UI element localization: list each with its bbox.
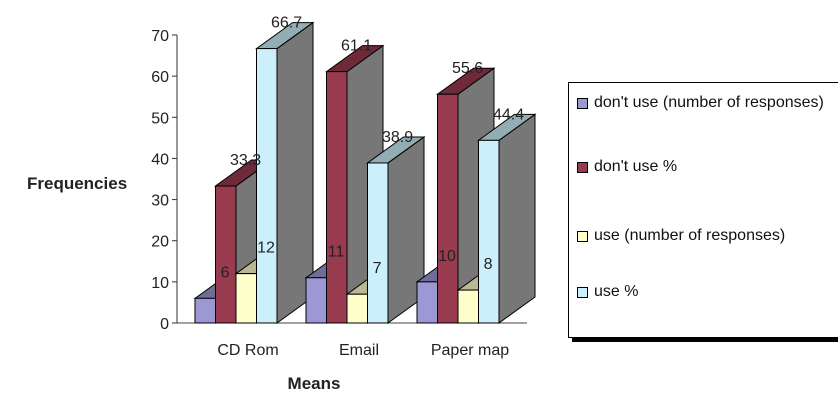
bars [193, 21, 537, 324]
data-label: 55.6 [452, 60, 483, 77]
bar [254, 21, 315, 324]
data-label: 8 [484, 256, 493, 273]
bar [476, 113, 537, 324]
legend-label: use (number of responses) [594, 227, 786, 244]
data-label: 12 [257, 240, 275, 257]
y-tick-label: 30 [151, 193, 169, 210]
y-tick-label: 40 [151, 151, 169, 168]
legend-label: use % [594, 283, 639, 300]
legend-swatch [577, 287, 588, 298]
legend-swatch [577, 98, 588, 109]
legend-swatch [577, 162, 588, 173]
y-tick-label: 50 [151, 110, 169, 127]
y-tick-label: 70 [151, 28, 169, 45]
legend-shadow [572, 338, 838, 342]
data-label: 44.4 [493, 106, 524, 123]
y-axis-title: Frequencies [27, 174, 127, 193]
data-label: 10 [438, 248, 456, 265]
x-axis-categories: CD Rom Email Paper map [217, 342, 509, 359]
legend-item-use-percent: use % [577, 282, 838, 302]
x-tick-label: CD Rom [217, 342, 278, 359]
legend-label: don't use (number of responses) [594, 94, 824, 111]
data-label: 11 [328, 244, 345, 261]
x-tick-label: Paper map [431, 342, 509, 359]
data-label: 7 [373, 260, 382, 277]
legend-item-dont-use-count: don't use (number of responses) [577, 93, 838, 113]
data-labels: 6 33.3 12 66.7 11 61.1 7 38.9 10 55.6 8 44.4 [221, 15, 525, 282]
y-tick-label: 10 [151, 275, 169, 292]
y-tick-label: 60 [151, 69, 169, 86]
bar [365, 135, 426, 324]
data-label: 66.7 [271, 15, 302, 32]
legend-swatch [577, 231, 588, 242]
legend-item-dont-use-percent: don't use % [577, 157, 838, 177]
data-label: 6 [221, 264, 230, 281]
y-tick-label: 20 [151, 234, 169, 251]
legend-label: don't use % [594, 158, 678, 175]
data-label: 33.3 [230, 152, 261, 169]
x-tick-label: Email [339, 342, 379, 359]
x-axis-title: Means [288, 374, 341, 393]
data-label: 61.1 [341, 38, 372, 55]
legend: don't use (number of responses) don't us… [568, 82, 838, 338]
data-label: 38.9 [382, 129, 413, 146]
y-tick-label: 0 [160, 316, 169, 333]
legend-item-use-count: use (number of responses) [577, 226, 785, 246]
